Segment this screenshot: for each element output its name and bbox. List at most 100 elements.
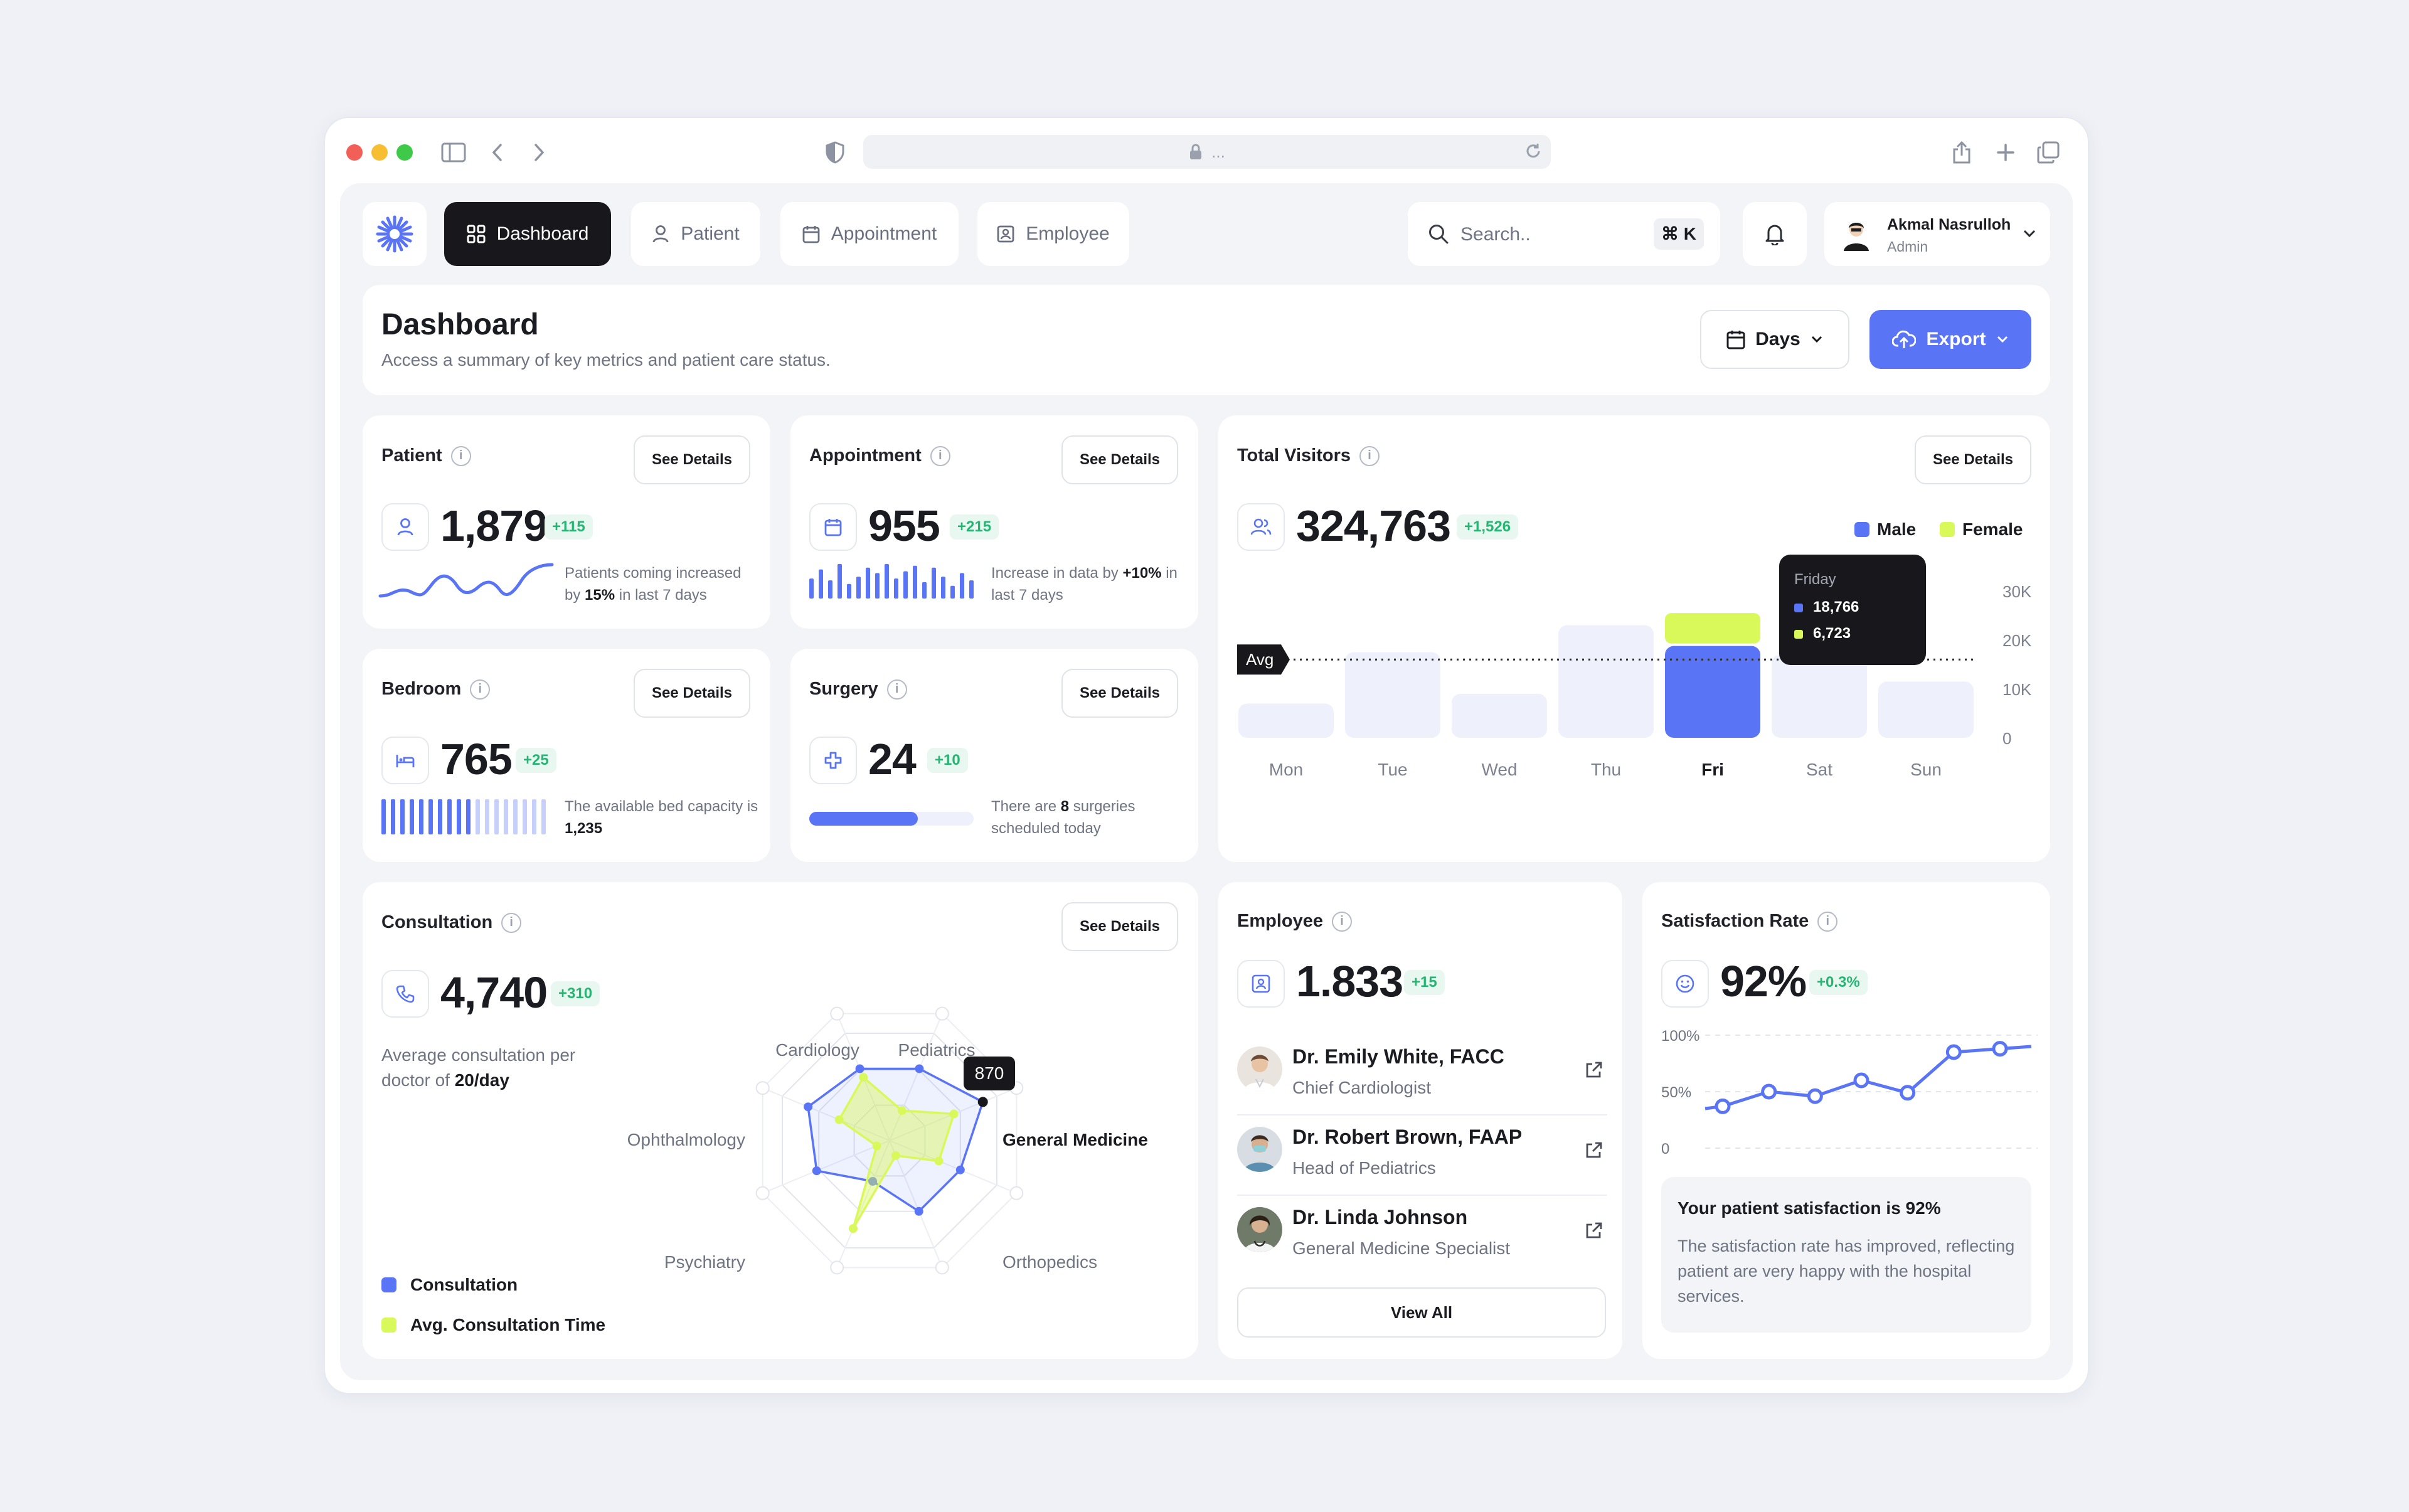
user-menu[interactable]: Akmal Nasrulloh Admin — [1824, 202, 2050, 266]
legend-consultation-label: Consultation — [410, 1275, 518, 1294]
visitors-title-text: Total Visitors — [1237, 445, 1351, 466]
maximize-window-button[interactable] — [396, 144, 413, 161]
satisfaction-card: Satisfaction Rate i 92% +0.3% 100% 50% 0 Yo… — [1642, 882, 2050, 1359]
avatar — [1237, 1046, 1282, 1092]
satisfaction-title-text: Satisfaction Rate — [1661, 911, 1809, 931]
employee-list-item[interactable]: Dr. Emily White, FACC Chief Cardiologist — [1237, 1039, 1607, 1114]
appointment-spark-bar — [950, 585, 955, 599]
info-icon[interactable]: i — [886, 679, 907, 700]
nav-dashboard[interactable]: Dashboard — [444, 202, 611, 266]
period-select[interactable]: Days — [1700, 310, 1849, 369]
info-icon[interactable]: i — [1332, 911, 1352, 932]
employee-role: General Medicine Specialist — [1292, 1238, 1511, 1258]
sidebar-toggle-icon[interactable] — [438, 137, 469, 168]
forward-arrow-icon[interactable] — [523, 137, 555, 168]
bedroom-capacity-bar — [541, 799, 546, 834]
info-icon[interactable]: i — [1359, 445, 1380, 466]
radar-point-avg-time — [834, 1115, 844, 1124]
bedroom-capacity-bar — [457, 799, 461, 834]
radar-axis-label: Orthopedics — [1002, 1252, 1097, 1272]
consultation-see-details-button[interactable]: See Details — [1061, 902, 1178, 951]
appointment-see-details-button[interactable]: See Details — [1061, 435, 1178, 484]
back-arrow-icon[interactable] — [482, 137, 513, 168]
consultation-desc-bold: 20/day — [454, 1070, 509, 1090]
share-icon[interactable] — [1946, 137, 1977, 168]
external-link-icon[interactable] — [1583, 1221, 1603, 1241]
address-bar[interactable]: ... — [863, 135, 1551, 169]
period-label: Days — [1755, 329, 1800, 349]
consultation-icon-box — [381, 970, 429, 1018]
radar-axis-node — [830, 1006, 844, 1021]
external-link-icon[interactable] — [1583, 1141, 1603, 1161]
appointment-spark-bar — [819, 569, 823, 599]
calendar-icon — [802, 226, 820, 243]
bedroom-capacity-bar — [447, 799, 452, 834]
radar-axis-label: Cardiology — [775, 1040, 859, 1060]
close-window-button[interactable] — [346, 144, 363, 161]
satisfaction-value: 92% — [1720, 957, 1807, 1006]
bedroom-capacity-bar — [476, 799, 480, 834]
bedroom-icon-box — [381, 737, 429, 784]
visitors-bar-chart: 30K 20K 10K 0 Mon Tue Wed Thu Fri Sat Sun Avg — [1237, 582, 2032, 779]
search-input[interactable]: Search.. ⌘ K — [1408, 202, 1720, 266]
appointment-spark-bar — [838, 563, 842, 599]
view-all-button[interactable]: View All — [1237, 1287, 1606, 1338]
info-icon[interactable]: i — [1817, 911, 1838, 932]
bell-icon — [1765, 225, 1784, 245]
patient-title-text: Patient — [381, 445, 442, 466]
export-button[interactable]: Export — [1869, 310, 2031, 369]
appointment-spark-bar — [913, 565, 917, 599]
visitors-bar-male — [1772, 654, 1867, 738]
info-icon[interactable]: i — [501, 912, 522, 933]
appointment-bar-sparkline — [809, 563, 974, 599]
appointment-title: Appointment i — [809, 445, 950, 466]
radar-point-consultation — [977, 1097, 988, 1107]
bedroom-capacity-bar — [419, 799, 423, 834]
surgery-see-details-button[interactable]: See Details — [1061, 669, 1178, 718]
surgery-progress-fill — [809, 812, 918, 826]
info-icon[interactable]: i — [930, 445, 950, 466]
surgery-card: Surgery i See Details 24 +10 There are 8 … — [790, 649, 1198, 862]
patient-desc-text: Patients coming increased by — [565, 565, 742, 604]
satisfaction-point — [1715, 1098, 1731, 1114]
visitors-see-details-button[interactable]: See Details — [1915, 435, 2031, 484]
shield-icon[interactable] — [819, 137, 851, 168]
external-link-icon[interactable] — [1583, 1060, 1603, 1080]
appointment-spark-bar — [866, 567, 870, 599]
patient-icon-box — [381, 503, 429, 551]
radar-spoke — [836, 1140, 890, 1268]
appointment-spark-bar — [856, 577, 861, 599]
nav-appointment[interactable]: Appointment — [780, 202, 959, 266]
radar-axis-node — [935, 1260, 949, 1275]
satisfaction-point — [1853, 1072, 1869, 1089]
bedroom-desc-text: The available bed capacity is — [565, 798, 758, 815]
nav-appointment-label: Appointment — [831, 223, 937, 244]
bedroom-see-details-button[interactable]: See Details — [634, 669, 750, 718]
info-icon[interactable]: i — [470, 679, 491, 700]
visitors-tooltip: Friday 18,766 6,723 — [1779, 555, 1926, 665]
radar-axis-label: Pediatrics — [898, 1040, 976, 1060]
medical-cross-icon — [824, 752, 842, 769]
info-icon[interactable]: i — [450, 445, 471, 466]
radar-point-avg-time — [859, 1073, 868, 1082]
radar-axis-node — [935, 1006, 949, 1021]
bedroom-card: Bedroom i See Details 765 +25 The availab… — [363, 649, 770, 862]
visitors-bar-male — [1878, 681, 1974, 738]
visitors-bar-male — [1345, 652, 1440, 738]
minimize-window-button[interactable] — [371, 144, 388, 161]
appointment-card: Appointment i See Details 955 +215 Increa… — [790, 415, 1198, 629]
nav-employee[interactable]: Employee — [977, 202, 1129, 266]
employee-list-item[interactable]: Dr. Robert Brown, FAAP Head of Pediatric… — [1237, 1119, 1607, 1195]
employee-name: Dr. Linda Johnson — [1292, 1206, 1468, 1228]
patient-see-details-button[interactable]: See Details — [634, 435, 750, 484]
tab-overview-icon[interactable] — [2033, 137, 2064, 168]
radar-point-consultation — [914, 1206, 923, 1216]
nav-patient[interactable]: Patient — [631, 202, 760, 266]
radar-axis-label: General Medicine — [1002, 1130, 1148, 1149]
app-logo[interactable] — [363, 202, 427, 266]
reload-icon[interactable] — [1524, 142, 1542, 160]
bedroom-capacity-bar — [410, 799, 414, 834]
new-tab-icon[interactable] — [1990, 137, 2021, 168]
employee-list-item[interactable]: Dr. Linda Johnson General Medicine Speci… — [1237, 1200, 1607, 1275]
notification-button[interactable] — [1743, 202, 1807, 266]
